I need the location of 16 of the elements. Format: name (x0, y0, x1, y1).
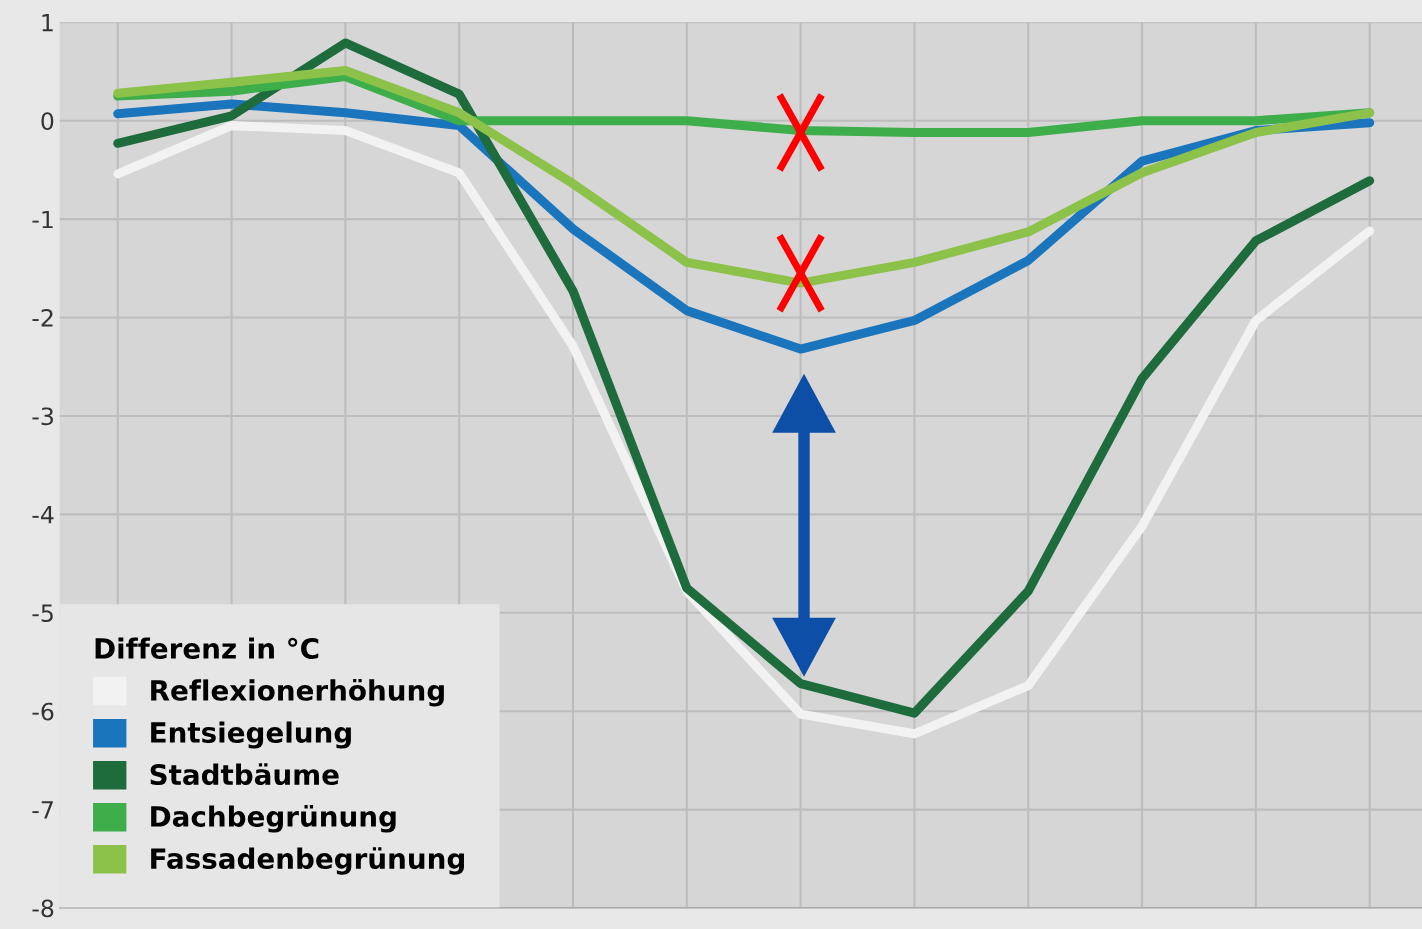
y-tick-label: -6 (32, 702, 54, 721)
y-tick-label: -3 (32, 407, 53, 426)
legend-label: Entsiegelung (151, 721, 351, 749)
legend-label: Dachbegrünung (151, 805, 396, 833)
y-tick-label: 1 (42, 14, 53, 32)
y-tick-label: -7 (32, 801, 53, 819)
legend-label: Fassadenbegrünung (151, 847, 464, 875)
legend-label: Stadtbäume (150, 763, 339, 786)
y-tick-label: 0 (41, 112, 54, 131)
legend-title: Differenz in °C (95, 637, 319, 659)
y-tick-label: -4 (32, 506, 54, 524)
y-tick-label: -2 (32, 308, 53, 327)
y-tick-label: -1 (32, 210, 53, 229)
y-tick-label: -8 (32, 899, 54, 918)
legend-label: Reflexionerhöhung (151, 678, 444, 707)
y-tick-label: -5 (32, 604, 53, 623)
